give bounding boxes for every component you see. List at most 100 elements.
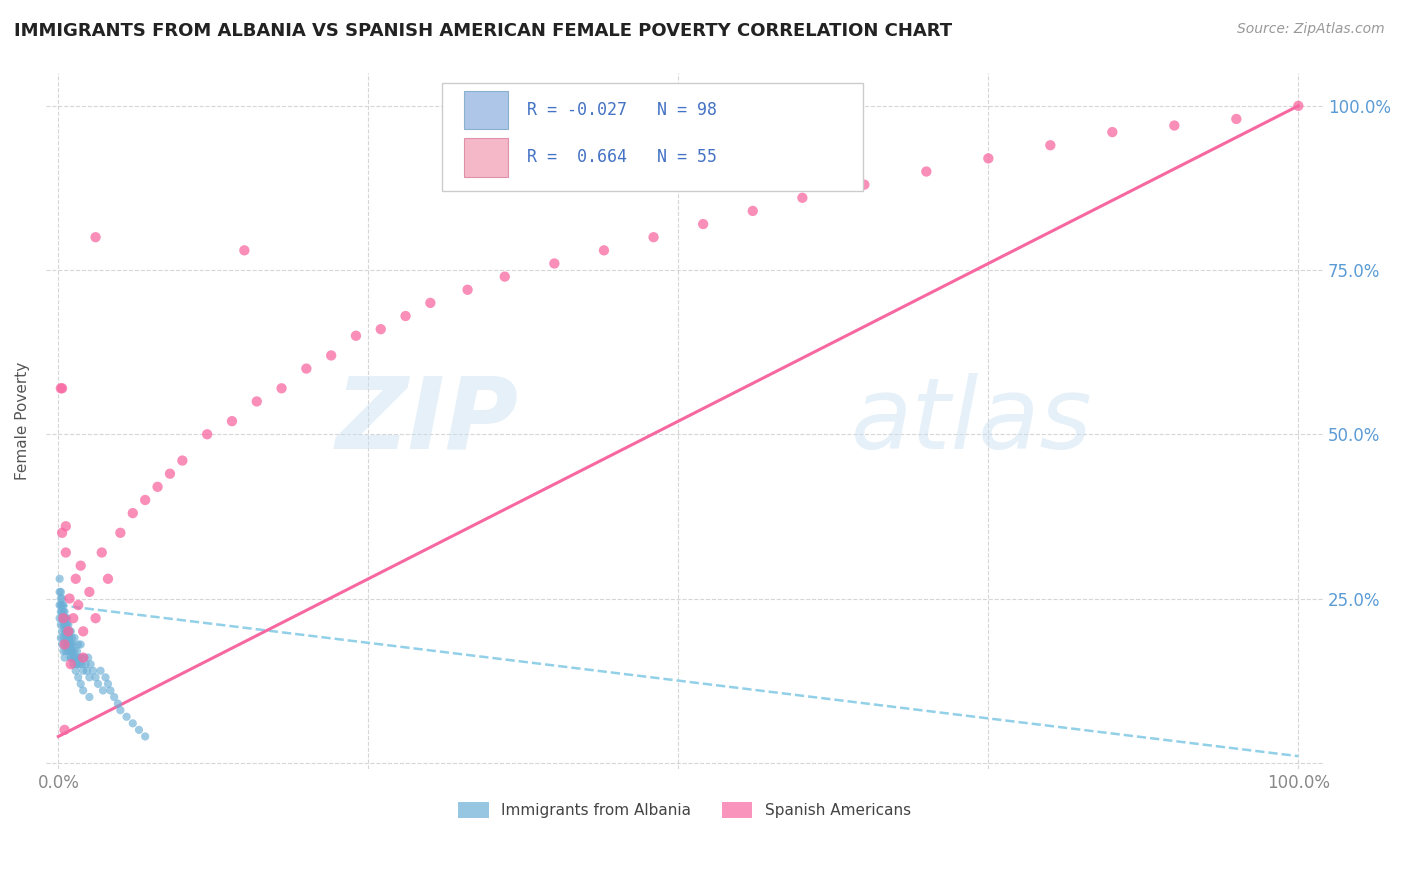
Point bbox=[90, 545, 112, 559]
Point bbox=[53, 611, 76, 625]
Point bbox=[246, 394, 269, 409]
Point bbox=[79, 657, 101, 672]
Point bbox=[97, 572, 120, 586]
Point bbox=[52, 611, 75, 625]
Point bbox=[48, 598, 70, 612]
Point bbox=[52, 644, 75, 658]
Point bbox=[58, 644, 80, 658]
Point bbox=[121, 716, 143, 731]
Point bbox=[62, 650, 84, 665]
Point bbox=[66, 644, 89, 658]
Point bbox=[69, 650, 91, 665]
Point bbox=[121, 506, 143, 520]
Point bbox=[48, 585, 70, 599]
Point bbox=[58, 638, 80, 652]
Point bbox=[103, 690, 125, 704]
Point bbox=[321, 348, 343, 362]
Point bbox=[915, 164, 938, 178]
Bar bbox=[464, 91, 509, 129]
Point bbox=[52, 598, 75, 612]
Point bbox=[49, 598, 72, 612]
Point bbox=[60, 644, 83, 658]
Point bbox=[67, 638, 90, 652]
Point bbox=[49, 617, 72, 632]
Point bbox=[52, 617, 75, 632]
Point bbox=[53, 650, 76, 665]
Point bbox=[59, 650, 82, 665]
Point bbox=[977, 152, 1000, 166]
Point bbox=[73, 650, 96, 665]
Point bbox=[56, 611, 79, 625]
Point bbox=[58, 638, 80, 652]
Point bbox=[221, 414, 243, 428]
Point bbox=[1225, 112, 1247, 126]
Point bbox=[94, 670, 117, 684]
Point bbox=[77, 650, 100, 665]
Point bbox=[344, 328, 367, 343]
Point bbox=[58, 624, 80, 639]
Point bbox=[55, 624, 77, 639]
Text: R = -0.027   N = 98: R = -0.027 N = 98 bbox=[527, 101, 717, 119]
Point bbox=[69, 638, 91, 652]
Point bbox=[172, 453, 194, 467]
Point bbox=[49, 591, 72, 606]
Point bbox=[53, 638, 76, 652]
Point bbox=[51, 591, 73, 606]
Point bbox=[55, 617, 77, 632]
Point bbox=[115, 710, 138, 724]
Point bbox=[91, 683, 114, 698]
Point bbox=[53, 723, 76, 737]
Point bbox=[110, 703, 132, 717]
Point bbox=[51, 605, 73, 619]
Point bbox=[58, 644, 80, 658]
Point bbox=[58, 591, 80, 606]
Point bbox=[48, 572, 70, 586]
Point bbox=[65, 664, 87, 678]
Point bbox=[97, 677, 120, 691]
Point bbox=[63, 644, 86, 658]
Point bbox=[1163, 119, 1185, 133]
Point bbox=[853, 178, 876, 192]
Point bbox=[84, 230, 107, 244]
Point bbox=[128, 723, 150, 737]
Point bbox=[58, 624, 80, 639]
Point bbox=[70, 657, 93, 672]
Point bbox=[59, 650, 82, 665]
Point bbox=[65, 572, 87, 586]
Point bbox=[51, 624, 73, 639]
Point bbox=[370, 322, 392, 336]
Point bbox=[270, 381, 292, 395]
Point bbox=[51, 525, 73, 540]
Point bbox=[79, 585, 101, 599]
Point bbox=[52, 611, 75, 625]
Point bbox=[55, 545, 77, 559]
Text: R =  0.664   N = 55: R = 0.664 N = 55 bbox=[527, 148, 717, 166]
Point bbox=[159, 467, 181, 481]
Point bbox=[59, 624, 82, 639]
Point bbox=[90, 664, 112, 678]
Point bbox=[195, 427, 218, 442]
Point bbox=[79, 670, 101, 684]
Point bbox=[53, 605, 76, 619]
Point bbox=[60, 644, 83, 658]
Point bbox=[59, 657, 82, 672]
Point bbox=[52, 605, 75, 619]
Point bbox=[63, 650, 86, 665]
Point bbox=[110, 525, 132, 540]
Point bbox=[233, 244, 256, 258]
Point bbox=[134, 493, 156, 508]
Text: Source: ZipAtlas.com: Source: ZipAtlas.com bbox=[1237, 22, 1385, 37]
Point bbox=[56, 631, 79, 645]
Point bbox=[79, 690, 101, 704]
Point bbox=[394, 309, 416, 323]
Point bbox=[53, 638, 76, 652]
Point bbox=[58, 631, 80, 645]
Point bbox=[49, 585, 72, 599]
Point bbox=[52, 631, 75, 645]
Point bbox=[419, 296, 441, 310]
Point bbox=[792, 191, 814, 205]
Point bbox=[53, 617, 76, 632]
Point bbox=[494, 269, 516, 284]
Text: IMMIGRANTS FROM ALBANIA VS SPANISH AMERICAN FEMALE POVERTY CORRELATION CHART: IMMIGRANTS FROM ALBANIA VS SPANISH AMERI… bbox=[14, 22, 952, 40]
Point bbox=[1101, 125, 1123, 139]
